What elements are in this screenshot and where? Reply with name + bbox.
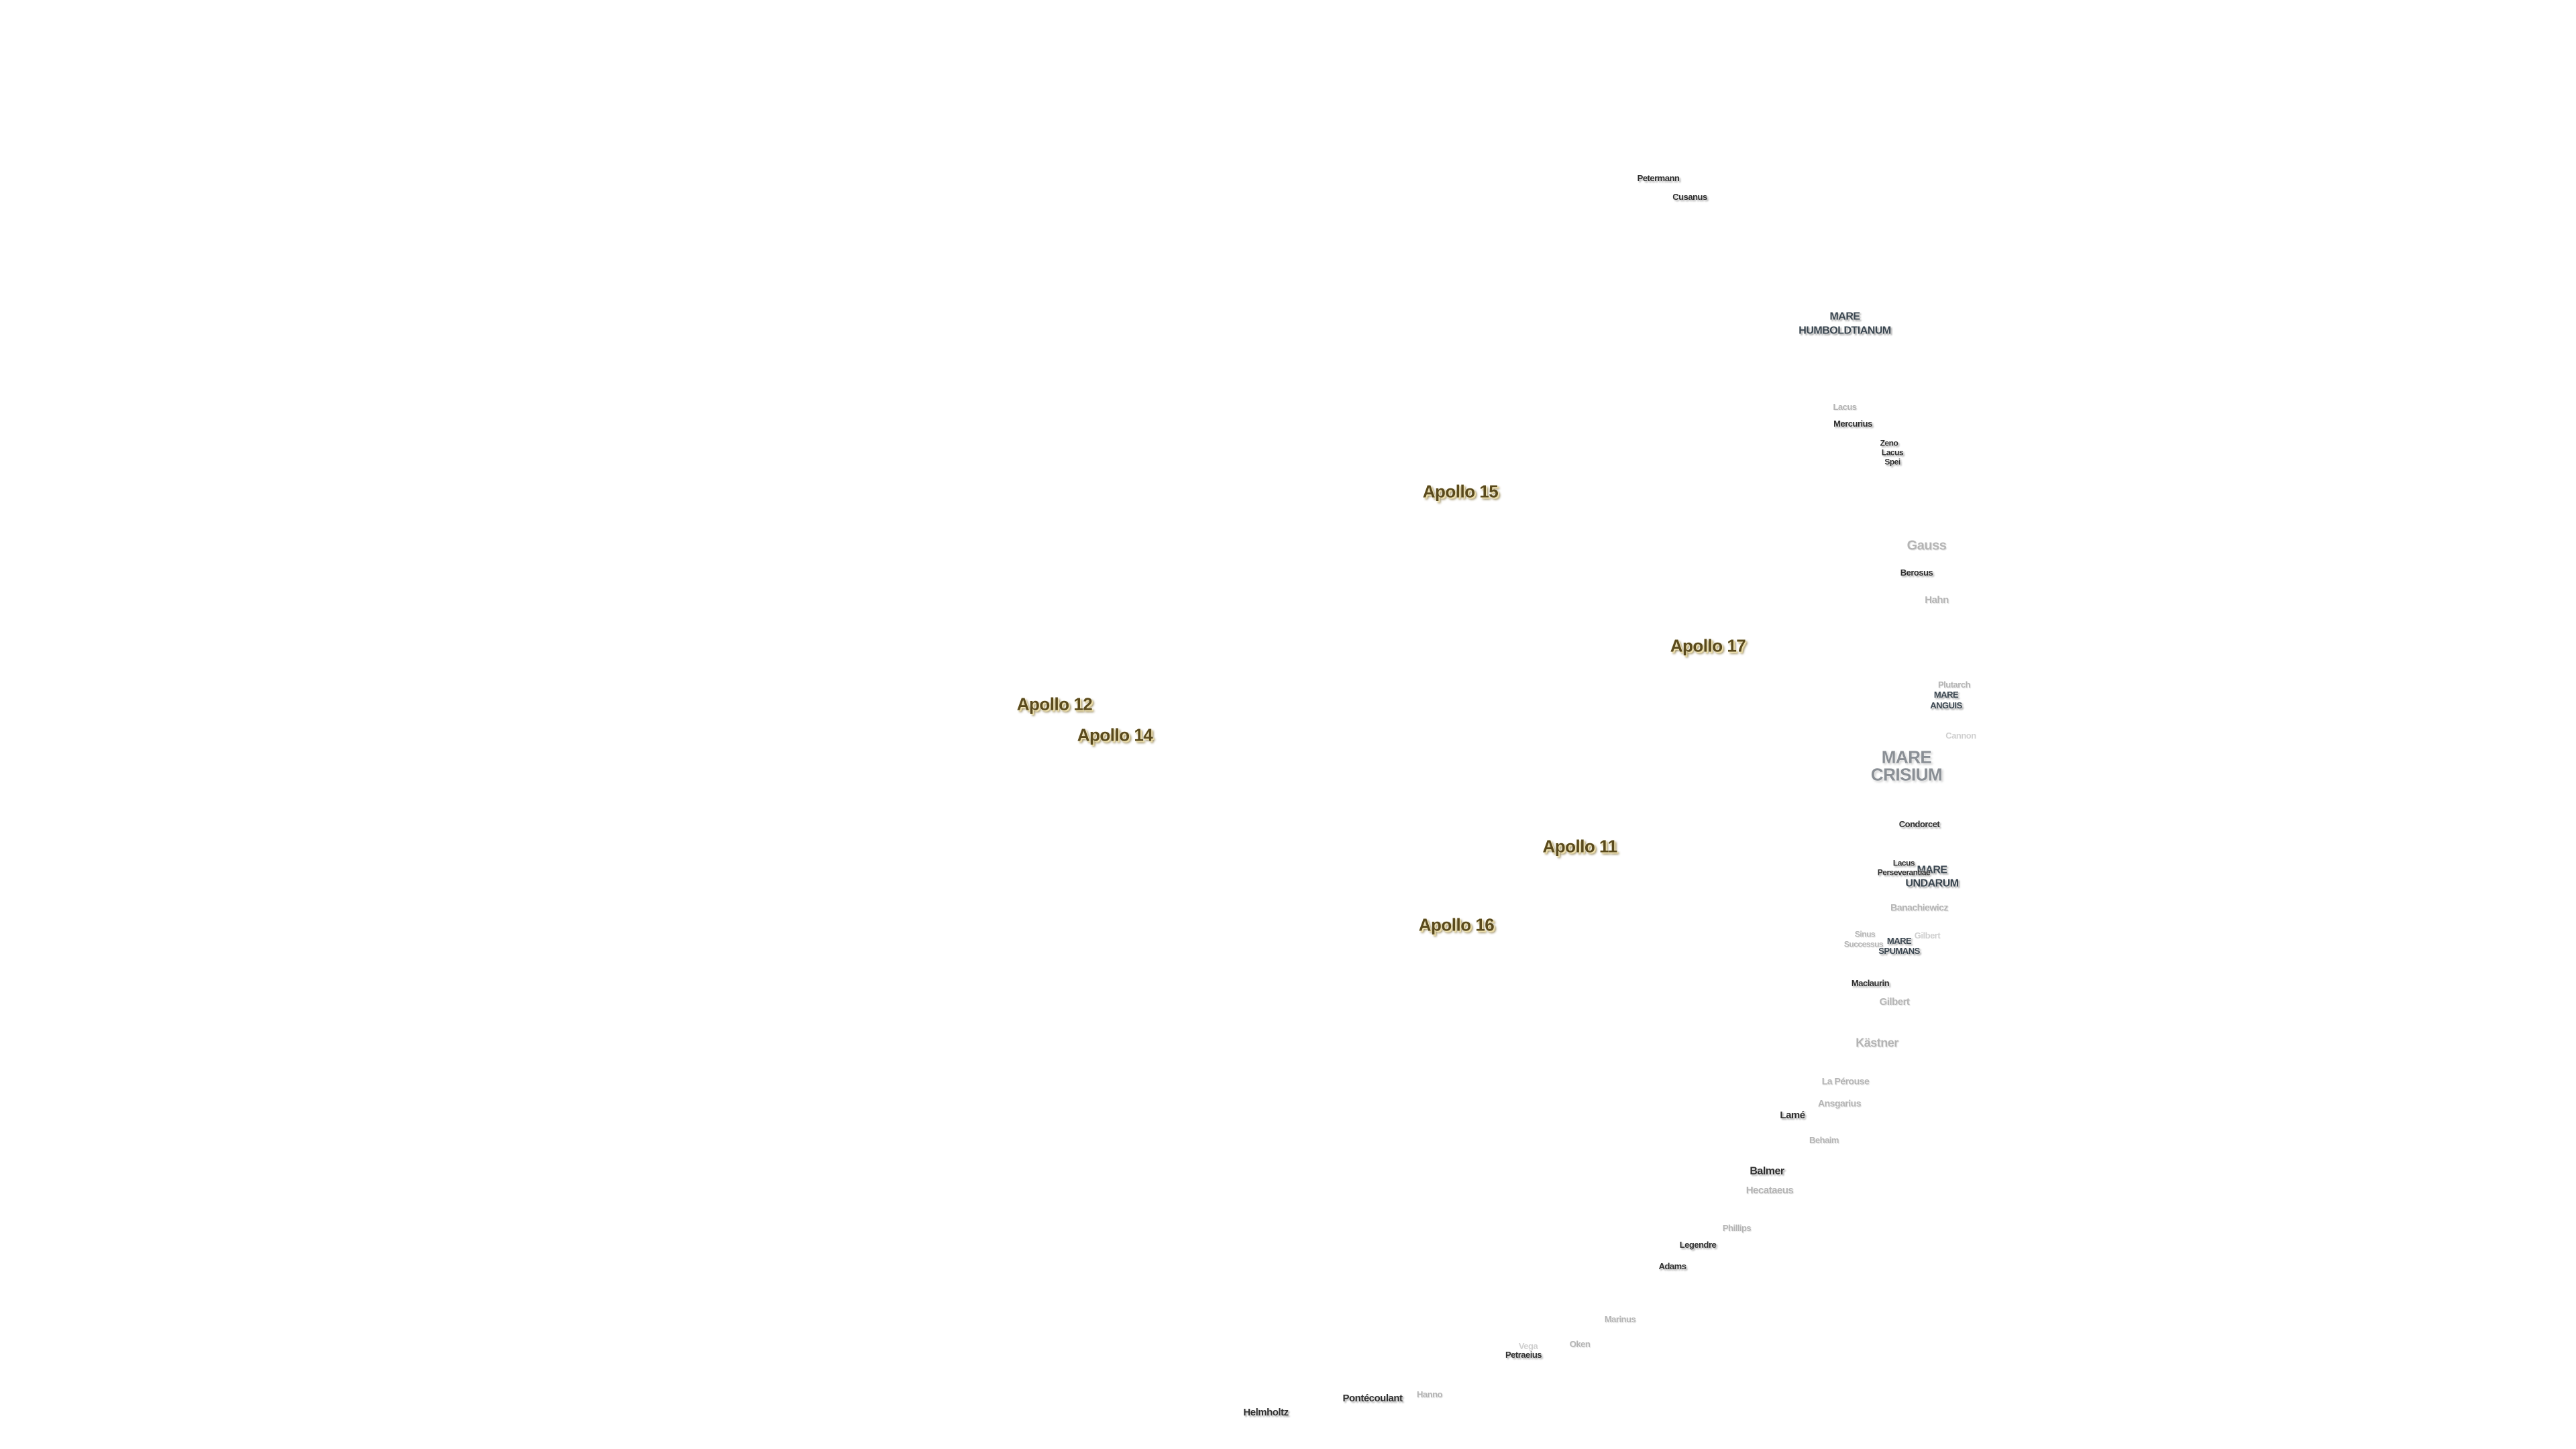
crater-behaim-label: Behaim [1809,1135,1839,1146]
crater-hanno-label: Hanno [1417,1389,1442,1400]
apollo-14-label[interactable]: Apollo 14 [1077,724,1153,745]
crater-banachiewicz-label: Banachiewicz [1890,902,1948,913]
mare-crisium-label-line2: CRISIUM [1870,764,1943,785]
lacus-perseverantiae-label-line1: Lacus [1892,858,1915,868]
lacus-perseverantiae-label-line2: Perseverantiae [1877,867,1931,877]
crater-petermann-label: Petermann [1637,173,1680,184]
crater-petraeius-label: Petraeius [1505,1350,1542,1360]
mare-humboldtianum-label-line1: MARE [1829,311,1860,323]
crater-kastner-label: Kästner [1856,1036,1898,1050]
crater-lame-label: Lamé [1780,1110,1805,1122]
lacus-spei-label-line2: Spei [1884,457,1900,467]
sinus-successus-label-line1: Sinus [1854,929,1876,939]
crater-cannon-label: Cannon [1945,731,1976,741]
mare-undarum-label-line1: MARE [1917,864,1947,876]
mare-crisium-label-line1: MARE [1881,747,1932,767]
mare-anguis-label-line1: MARE [1933,690,1959,700]
crater-gilbert-far-label: Gilbert [1914,930,1941,941]
mare-spumans-label-line1: MARE [1886,936,1912,947]
apollo-16-label[interactable]: Apollo 16 [1418,914,1495,935]
crater-adams-label: Adams [1658,1261,1686,1272]
crater-ansgarius-label: Ansgarius [1818,1097,1861,1109]
crater-plutarch-label: Plutarch [1937,680,1971,690]
crater-la-perouse-label: La Pérouse [1821,1075,1870,1087]
apollo-12-label[interactable]: Apollo 12 [1016,694,1093,714]
crater-vega-label: Vega [1518,1341,1538,1352]
crater-phillips-label: Phillips [1722,1223,1752,1234]
crater-cusanus-label: Cusanus [1672,192,1707,203]
crater-gilbert-label: Gilbert [1879,996,1910,1008]
crater-gauss-label: Gauss [1907,538,1947,553]
crater-maclaurin-label: Maclaurin [1851,978,1890,989]
crater-oken-label: Oken [1569,1339,1591,1350]
crater-hecataeus-label: Hecataeus [1746,1185,1794,1197]
crater-mercurius-label: Mercurius [1833,419,1872,429]
apollo-17-label[interactable]: Apollo 17 [1670,635,1746,656]
crater-berosus-label: Berosus [1900,568,1933,578]
apollo-11-label[interactable]: Apollo 11 [1542,836,1617,857]
crater-balmer-label: Balmer [1750,1165,1784,1177]
crater-marinus-label: Marinus [1604,1314,1636,1325]
mare-undarum-label-line2: UNDARUM [1905,877,1959,890]
crater-condorcet-label: Condorcet [1898,819,1940,830]
mare-humboldtianum-label-line2: HUMBOLDTIANUM [1799,325,1891,337]
crater-legendre-label: Legendre [1679,1240,1717,1250]
crater-pontecoulant-label: Pontécoulant [1342,1393,1403,1405]
mare-anguis-label-line2: ANGUIS [1930,700,1962,711]
mare-spumans-label-line2: SPUMANS [1878,946,1920,957]
lacus-spei-label-line1: Lacus [1881,447,1904,458]
crater-hahn-label: Hahn [1925,594,1949,606]
apollo-15-label[interactable]: Apollo 15 [1422,481,1499,502]
sinus-successus-label-line2: Successus [1843,939,1884,949]
lacus-label: Lacus [1833,402,1857,413]
crater-helmholtz-label: Helmholtz [1243,1407,1289,1419]
crater-zeno-label: Zeno [1880,438,1898,448]
